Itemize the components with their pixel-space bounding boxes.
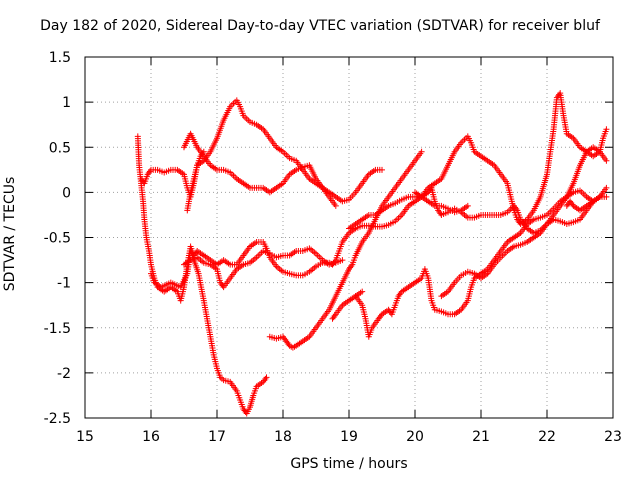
series-track-g: [266, 148, 425, 351]
y-tick-label: -1: [57, 276, 71, 292]
x-axis-label: GPS time / hours: [290, 456, 408, 472]
y-tick-label: -2: [57, 366, 71, 382]
axis-ticks: [84, 56, 614, 419]
data-point: [603, 184, 610, 191]
data-point: [339, 257, 346, 264]
data-point: [359, 288, 366, 295]
y-axis-label: SDTVAR / TECUs: [2, 176, 18, 292]
x-tick-label: 18: [274, 429, 292, 445]
series-track-c: [148, 248, 270, 417]
chart-title: Day 182 of 2020, Sidereal Day-to-day VTE…: [40, 18, 600, 34]
y-tick-label: -0.5: [44, 231, 71, 247]
y-tick-label: 0: [62, 185, 71, 201]
x-tick-label: 20: [406, 429, 424, 445]
series-track-i: [412, 90, 610, 227]
series-track-d: [181, 130, 339, 209]
data-point: [603, 193, 610, 200]
x-tick-label: 22: [538, 429, 556, 445]
y-tick-label: -1.5: [44, 321, 71, 337]
data-point: [603, 157, 610, 164]
x-tick-label: 17: [208, 429, 226, 445]
series-layer: [134, 90, 610, 417]
x-tick-label: 23: [604, 429, 622, 445]
series-track-e: [184, 148, 207, 214]
data-point: [200, 148, 207, 155]
series-track-m: [563, 184, 610, 214]
data-point: [603, 126, 610, 133]
series-track-f: [181, 245, 346, 291]
series-track-l: [329, 288, 366, 322]
y-tick-label: -2.5: [44, 411, 71, 427]
series-track-h: [352, 187, 603, 340]
y-tick-label: 0.5: [49, 140, 71, 156]
x-tick-label: 16: [142, 429, 160, 445]
data-point: [379, 166, 385, 173]
tick-labels: 15 16 17 18 19 20 21 22 23 1.5 1 0.5 0 -0.5 -1 -1.5 -2 -2…: [44, 50, 622, 445]
y-tick-label: 1: [62, 95, 71, 111]
x-tick-label: 21: [472, 429, 490, 445]
series-track-j: [346, 193, 471, 232]
data-point: [263, 374, 270, 381]
series-track-k: [438, 144, 610, 300]
y-tick-label: 1.5: [49, 50, 71, 66]
data-point: [418, 148, 425, 155]
data-point: [464, 202, 471, 209]
x-tick-label: 15: [76, 429, 94, 445]
x-tick-label: 19: [340, 429, 358, 445]
series-track-b: [138, 97, 385, 205]
data-point: [332, 202, 339, 209]
